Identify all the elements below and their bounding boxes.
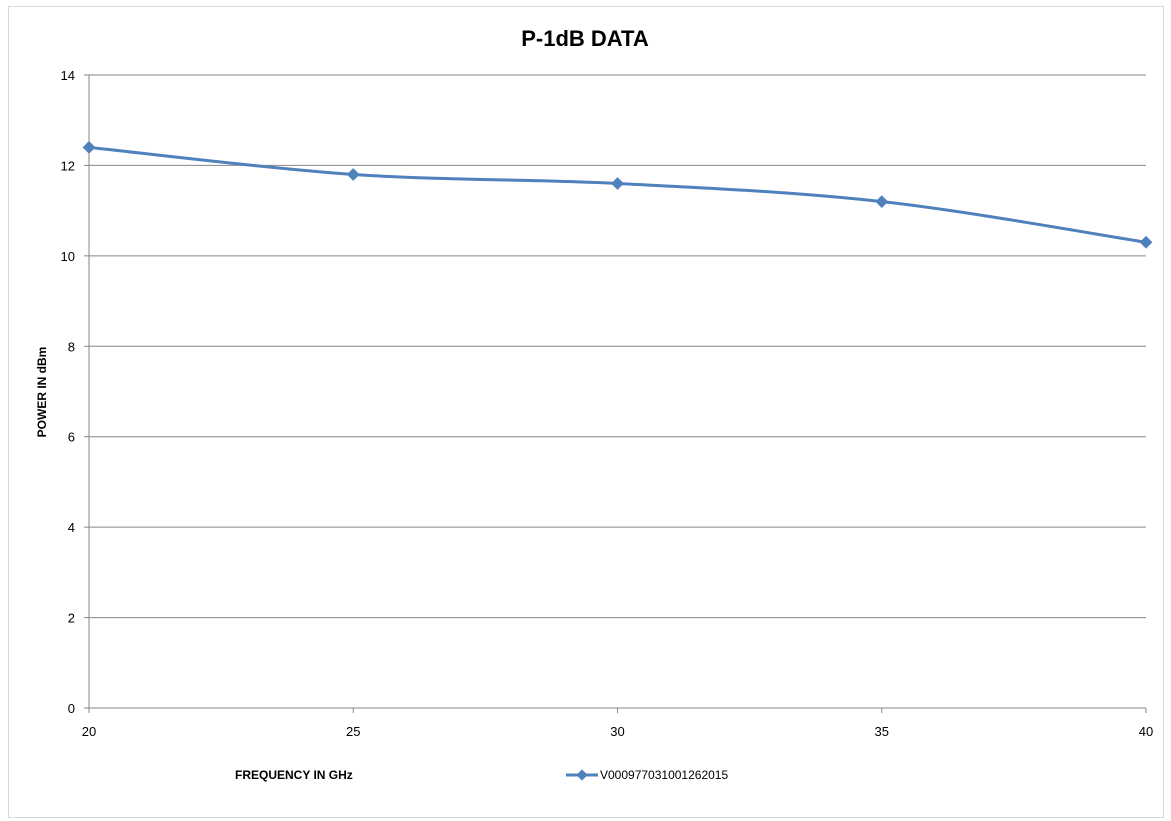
y-tick-label: 4 [68, 520, 75, 535]
legend-marker-icon [576, 769, 588, 781]
y-tick-label: 10 [61, 249, 75, 264]
x-tick-label: 25 [346, 724, 360, 739]
axes [84, 74, 1147, 713]
y-tick-label: 8 [68, 339, 75, 354]
chart-frame [8, 6, 1164, 818]
data-point-marker [1139, 235, 1153, 249]
x-tick-label: 20 [82, 724, 96, 739]
x-tick-label: 35 [875, 724, 889, 739]
y-tick-label: 0 [68, 701, 75, 716]
series-layer [82, 140, 1153, 249]
legend-label: V000977031001262015 [600, 768, 728, 782]
x-tick-label: 30 [610, 724, 624, 739]
x-axis-title: FREQUENCY IN GHz [235, 768, 353, 782]
legend: V000977031001262015 [566, 768, 728, 782]
y-tick-label: 6 [68, 430, 75, 445]
data-point-marker [82, 140, 96, 154]
chart-title: P-1dB DATA [521, 26, 649, 51]
data-point-marker [346, 168, 360, 181]
y-tick-label: 2 [68, 611, 75, 626]
grid-lines [89, 74, 1146, 619]
data-point-marker [611, 177, 624, 190]
data-point-marker [875, 195, 889, 208]
x-tick-label: 40 [1139, 724, 1153, 739]
y-tick-label: 12 [61, 158, 75, 173]
y-tick-labels: 0 2 4 6 8 10 12 14 [61, 68, 75, 716]
x-tick-labels: 20 25 30 35 40 [82, 724, 1153, 739]
y-tick-label: 14 [61, 68, 75, 83]
series-line [87, 145, 1148, 244]
y-axis-title: POWER IN dBm [35, 347, 49, 438]
